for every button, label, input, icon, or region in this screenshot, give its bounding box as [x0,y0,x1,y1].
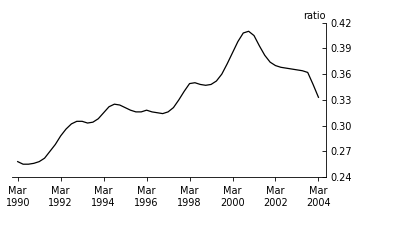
Text: ratio: ratio [303,11,326,21]
